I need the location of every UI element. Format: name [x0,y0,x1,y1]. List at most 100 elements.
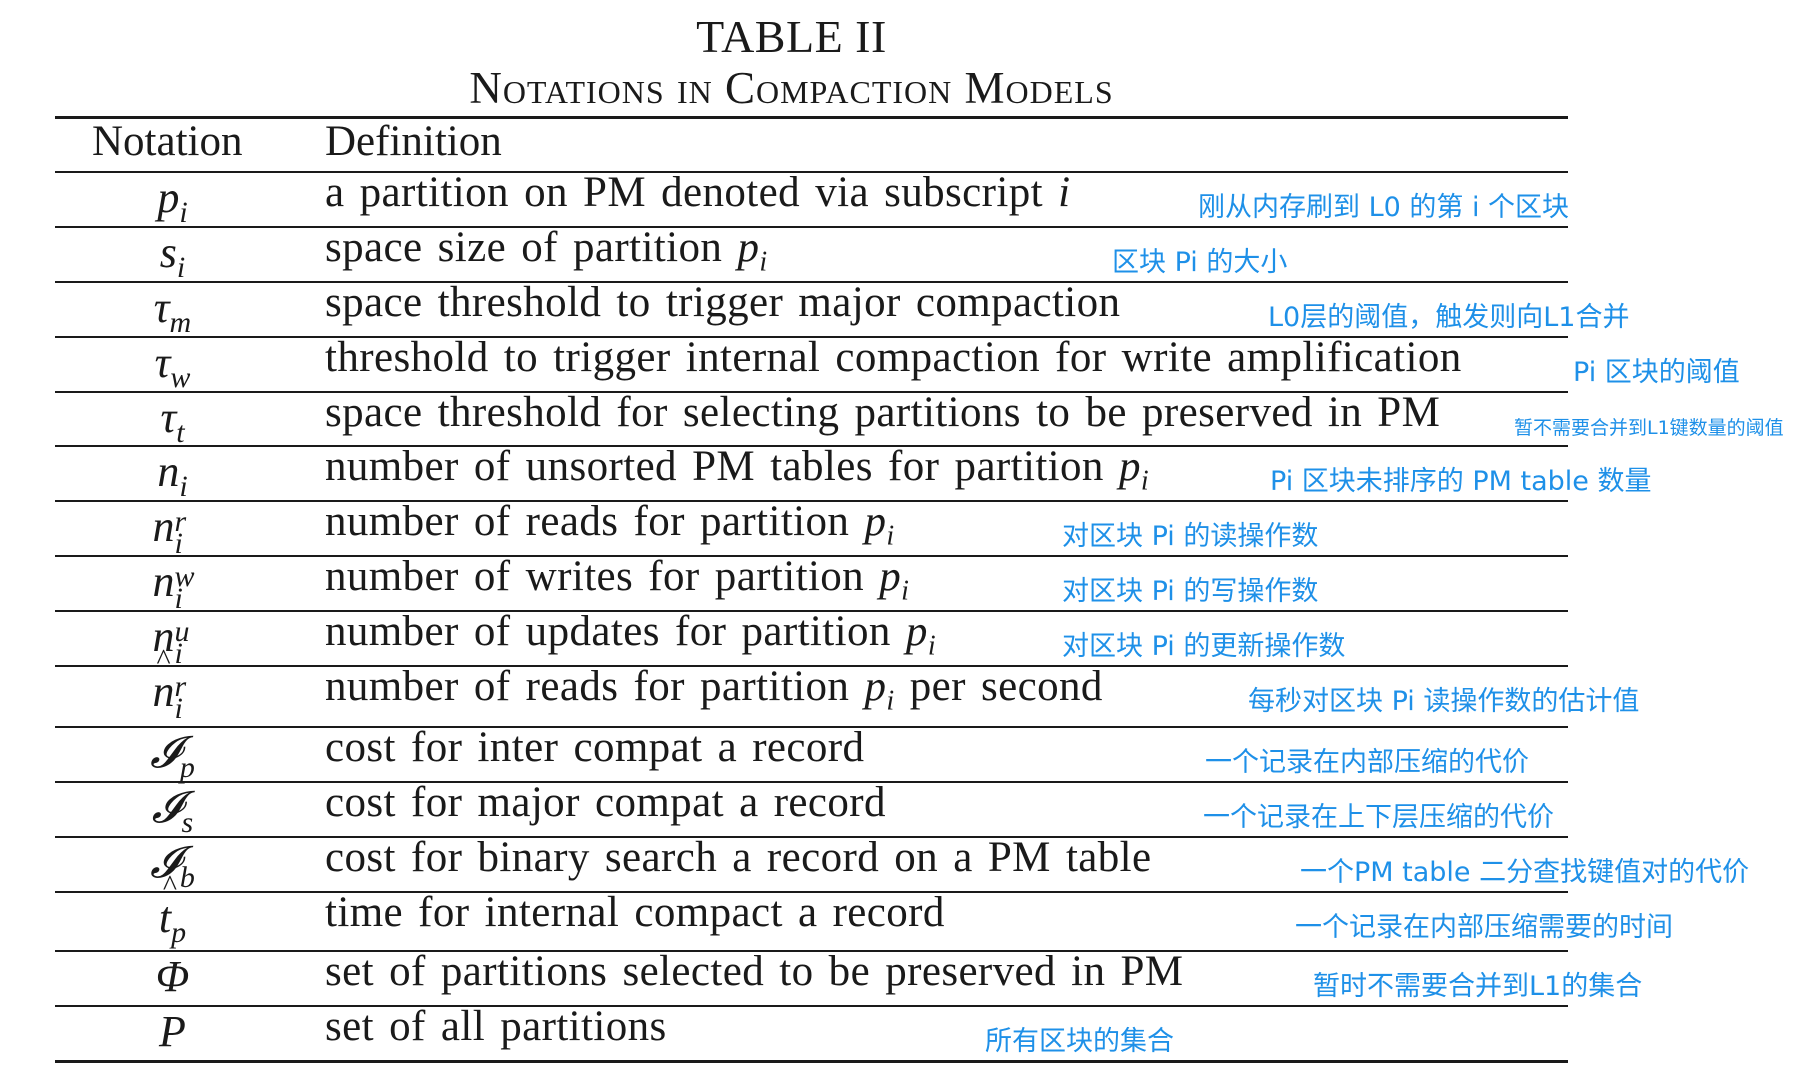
table-row: τm space threshold to trigger major compa… [0,279,1803,338]
definition-lead: number of updates for partition [325,608,906,655]
symbol-base: n [152,612,175,661]
annotation-note: 一个记录在内部压缩需要的时间 [1295,912,1673,943]
definition-text: a partition on PM denoted via subscript … [325,168,1070,217]
symbol-base: τ [153,283,170,332]
symbol-accent: ^ [156,643,171,676]
annotation-note: L0层的阈值，触发则向L1合并 [1268,302,1630,333]
definition-lead: number of writes for partition [325,553,880,600]
symbol-accent: ^ [162,869,177,902]
row-rule [55,445,1568,447]
notation-symbol: t ^ p [95,869,250,947]
definition-lead: a partition on PM denoted via subscript [325,169,1059,216]
definition-lead: threshold to trigger internal compaction… [325,334,1462,381]
definition-text: threshold to trigger internal compaction… [325,333,1462,382]
row-rule [55,555,1568,557]
row-rule [55,726,1568,728]
annotation-note: 区块 Pi 的大小 [1112,247,1288,278]
top-rule [55,116,1568,119]
definition-text: number of unsorted PM tables for partiti… [325,442,1149,495]
definition-lead: space threshold to trigger major compact… [325,279,1121,326]
symbol-superscript: r [174,505,187,538]
definition-variable-subscript: i [759,246,768,278]
row-rule [55,891,1568,893]
symbol-base: τ [160,393,177,442]
definition-lead: cost for binary search a record on a PM … [325,834,1152,881]
symbol-base: n [157,447,180,496]
symbol-subscript: p [171,915,187,949]
annotation-note: 一个记录在上下层压缩的代价 [1203,802,1554,833]
definition-variable: p [905,608,928,655]
definition-variable: p [1118,443,1141,490]
definition-text: space size of partition pi [325,223,768,276]
header-rule [55,171,1568,173]
definition-text: number of reads for partition pi per sec… [325,662,1103,715]
annotation-note: 对区块 Pi 的更新操作数 [1062,631,1346,662]
definition-text: space threshold for selecting partitions… [325,388,1440,437]
definition-variable-subscript: i [886,520,895,552]
symbol-base: 𝓘 [150,728,180,777]
header-notation: Notation [92,118,243,165]
symbol-base: s [159,228,177,277]
symbol-base: n [152,557,175,606]
symbol-superscript: u [174,615,190,648]
row-rule [55,610,1568,612]
table-title: TABLE II [696,11,887,62]
header-definition: Definition [325,118,502,165]
table-row: t ^ p time for internal compact a record 一个记… [0,869,1803,952]
annotation-note: 一个记录在内部压缩的代价 [1205,747,1529,778]
definition-text: cost for inter compat a record [325,723,864,772]
symbol-base: n ^ [152,643,175,716]
symbol-superscript: w [174,560,195,593]
definition-lead: number of unsorted PM tables for partiti… [325,443,1119,490]
symbol-subscript: i [179,195,188,229]
symbol-subscript: i [174,692,183,725]
table-row: 𝓘p cost for inter compat a record 一个记录在内部压… [0,724,1803,783]
symbol-subscript: i [174,582,183,615]
table-row: τt space threshold for selecting partitio… [0,389,1803,449]
definition-lead: space threshold for selecting partitions… [325,389,1441,436]
notation-symbol: 𝓘s [95,782,250,837]
table-row: τw threshold to trigger internal compacti… [0,334,1803,393]
row-rule [55,226,1568,228]
definition-variable: p [864,663,887,710]
annotation-note: 暂时不需要合并到L1的集合 [1313,971,1643,1002]
symbol-subscript: i [179,469,188,503]
row-rule [55,950,1568,952]
definition-lead: time for internal compact a record [325,889,945,936]
notation-symbol: 𝓘p [95,727,250,782]
symbol-subscript: b [179,860,195,894]
table-row: 𝓘b cost for binary search a record on a P… [0,834,1803,893]
symbol-subscript: i [174,637,183,670]
annotation-note: 暂不需要合并到L1键数量的阈值 [1514,417,1784,439]
symbol-subscript: t [176,415,185,449]
notation-symbol: 𝓘b [95,837,250,892]
definition-variable-subscript: i [1140,465,1150,497]
bottom-rule [55,1060,1568,1063]
annotation-note: 每秒对区块 Pi 读操作数的估计值 [1248,686,1640,717]
definition-lead: cost for major compat a record [325,779,886,826]
definition-text: set of partitions selected to be preserv… [325,947,1183,996]
symbol-base: Φ [155,952,190,1001]
definition-lead: number of reads for partition [325,498,865,545]
table-row: 𝓘s cost for major compat a record 一个记录在上下层… [0,779,1803,838]
row-rule [55,665,1568,667]
notation-symbol: n ^ r i [95,643,250,725]
definition-text: cost for binary search a record on a PM … [325,833,1152,882]
annotation-note: 对区块 Pi 的写操作数 [1062,576,1319,607]
definition-lead: number of reads for partition [325,663,865,710]
table-row: n ^ r i number of reads for partition pi per… [0,643,1803,728]
definition-lead: set of partitions selected to be preserv… [325,948,1184,995]
notation-symbol: τm [95,282,250,337]
table-row: s i space size of partition pi 区块 Pi 的大小 [0,224,1803,283]
definition-variable-subscript: i [901,575,910,607]
table-row: pi a partition on PM denoted via subscrip… [0,169,1803,229]
symbol-subscript: m [169,305,192,339]
annotation-note: 一个PM table 二分查找键值对的代价 [1300,857,1750,888]
